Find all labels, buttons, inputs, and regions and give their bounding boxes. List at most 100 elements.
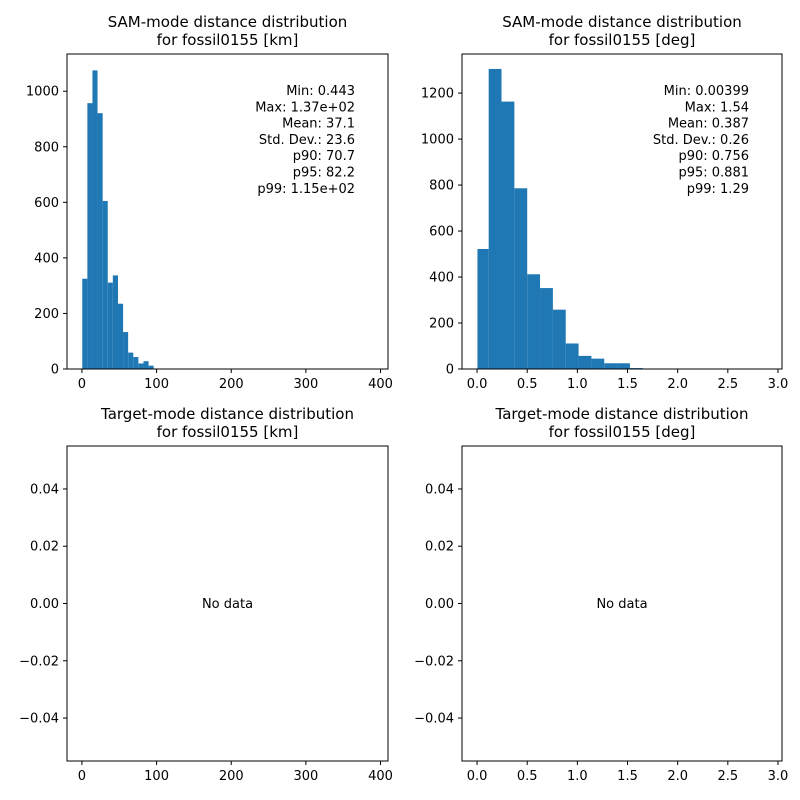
histogram-bar bbox=[617, 363, 630, 369]
histogram-bar bbox=[565, 343, 579, 369]
y-tick-label: 400 bbox=[429, 271, 454, 286]
histogram-bar bbox=[133, 357, 139, 369]
chart-title-line: Target-mode distance distribution bbox=[100, 405, 354, 423]
histogram-bar bbox=[148, 365, 154, 369]
x-tick-label: 3.0 bbox=[768, 769, 789, 784]
chart-title-line: for fossil0155 [km] bbox=[157, 31, 299, 49]
histogram-bar bbox=[540, 288, 553, 369]
histogram-bar bbox=[514, 188, 528, 369]
y-tick-label: 1000 bbox=[421, 133, 454, 148]
y-tick-label: 800 bbox=[34, 140, 59, 155]
subplot-2: SAM-mode distance distribution for fossil… bbox=[421, 13, 788, 392]
y-tick-label: 0.02 bbox=[425, 540, 454, 555]
x-tick-label: 200 bbox=[219, 769, 244, 784]
x-tick-label: 0.0 bbox=[467, 377, 488, 392]
y-tick-label: 800 bbox=[429, 179, 454, 194]
y-tick-label: 0.00 bbox=[425, 597, 454, 612]
subplot-1: SAM-mode distance distribution for fossil… bbox=[26, 13, 393, 392]
x-tick-label: 300 bbox=[293, 769, 318, 784]
y-tick-label: 200 bbox=[429, 317, 454, 332]
y-tick-label: −0.04 bbox=[19, 712, 59, 727]
chart-title: Target-mode distance distribution for fos… bbox=[495, 405, 749, 441]
chart-title-line: for fossil0155 [deg] bbox=[549, 31, 696, 49]
histogram-bar bbox=[97, 113, 103, 370]
histogram-bar bbox=[117, 303, 124, 369]
y-tick-label: 200 bbox=[34, 307, 59, 322]
x-tick-label: 2.0 bbox=[667, 377, 688, 392]
no-data-label: No data bbox=[596, 597, 647, 612]
chart-title: SAM-mode distance distribution for fossil… bbox=[502, 13, 742, 49]
x-tick-label: 100 bbox=[144, 377, 169, 392]
histogram-bar bbox=[477, 248, 489, 369]
y-tick-label: 0.02 bbox=[30, 540, 59, 555]
chart-title: Target-mode distance distribution for fos… bbox=[100, 405, 354, 441]
chart-title-line: for fossil0155 [km] bbox=[157, 423, 299, 441]
stats-line: Min: 0.443 bbox=[286, 84, 355, 99]
y-tick-label: −0.02 bbox=[414, 654, 454, 669]
x-tick-label: 2.5 bbox=[717, 377, 738, 392]
x-tick-label: 400 bbox=[368, 377, 393, 392]
y-tick-label: 0 bbox=[51, 363, 59, 378]
stats-line: Std. Dev.: 0.26 bbox=[653, 133, 749, 148]
stats-line: p90: 70.7 bbox=[293, 149, 355, 164]
y-tick-label: 1200 bbox=[421, 87, 454, 102]
stats-line: Std. Dev.: 23.6 bbox=[259, 133, 355, 148]
x-tick-label: 100 bbox=[144, 769, 169, 784]
no-data-label: No data bbox=[202, 597, 253, 612]
histogram-bar bbox=[591, 358, 605, 369]
x-tick-label: 2.0 bbox=[667, 769, 688, 784]
stats-line: p95: 0.881 bbox=[678, 166, 749, 181]
x-tick-label: 0 bbox=[78, 377, 86, 392]
y-tick-label: 400 bbox=[34, 251, 59, 266]
x-tick-label: 1.0 bbox=[567, 377, 588, 392]
x-tick-label: 1.5 bbox=[617, 377, 638, 392]
subplot-3: Target-mode distance distribution for fos… bbox=[19, 405, 393, 784]
histogram-bar bbox=[604, 363, 618, 369]
histogram-bar bbox=[112, 275, 118, 369]
y-tick-label: 0 bbox=[446, 363, 454, 378]
y-tick-label: 0.04 bbox=[30, 482, 59, 497]
stats-line: Min: 0.00399 bbox=[664, 84, 749, 99]
y-tick-label: 600 bbox=[429, 225, 454, 240]
stats-line: p99: 1.29 bbox=[687, 182, 749, 197]
x-tick-label: 0.0 bbox=[467, 769, 488, 784]
stats-line: Max: 1.54 bbox=[685, 100, 749, 115]
x-tick-label: 300 bbox=[293, 377, 318, 392]
histogram-bar bbox=[578, 355, 592, 369]
histogram-bar bbox=[128, 352, 134, 369]
histogram-bar bbox=[527, 274, 541, 369]
y-tick-label: 600 bbox=[34, 196, 59, 211]
x-tick-label: 0 bbox=[78, 769, 86, 784]
stats-line: p99: 1.15e+02 bbox=[257, 182, 355, 197]
histogram-bar bbox=[82, 278, 88, 369]
y-tick-label: −0.04 bbox=[414, 712, 454, 727]
stats-line: Max: 1.37e+02 bbox=[255, 100, 355, 115]
stats-line: p95: 82.2 bbox=[293, 166, 355, 181]
histogram-bar bbox=[87, 103, 93, 370]
x-tick-label: 200 bbox=[219, 377, 244, 392]
histogram-bar bbox=[501, 101, 515, 370]
subplot-4: Target-mode distance distribution for fos… bbox=[414, 405, 788, 784]
chart-title-line: SAM-mode distance distribution bbox=[108, 13, 348, 31]
histogram-bar bbox=[552, 309, 566, 369]
chart-title: SAM-mode distance distribution for fossil… bbox=[108, 13, 348, 49]
histogram-bar bbox=[107, 282, 113, 369]
chart-title-line: for fossil0155 [deg] bbox=[549, 423, 696, 441]
x-tick-label: 0.5 bbox=[517, 769, 538, 784]
chart-title-line: SAM-mode distance distribution bbox=[502, 13, 742, 31]
stats-line: Mean: 37.1 bbox=[282, 117, 355, 132]
axes-frame bbox=[461, 53, 783, 370]
y-tick-label: 0.00 bbox=[30, 597, 59, 612]
x-tick-label: 2.5 bbox=[717, 769, 738, 784]
y-tick-label: −0.02 bbox=[19, 654, 59, 669]
y-tick-label: 0.04 bbox=[425, 482, 454, 497]
x-tick-label: 0.5 bbox=[517, 377, 538, 392]
stats-line: Mean: 0.387 bbox=[668, 117, 749, 132]
x-tick-label: 1.0 bbox=[567, 769, 588, 784]
histogram-bar bbox=[102, 200, 108, 369]
x-tick-label: 400 bbox=[368, 769, 393, 784]
stats-line: p90: 0.756 bbox=[678, 149, 749, 164]
histogram-bar bbox=[138, 363, 144, 369]
axes-frame bbox=[66, 53, 389, 370]
histogram-bar bbox=[143, 361, 149, 369]
